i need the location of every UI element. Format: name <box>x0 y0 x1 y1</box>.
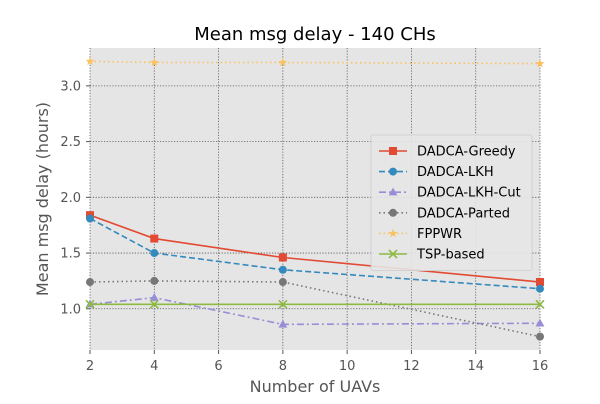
data-point-dadca-greedy <box>536 278 544 287</box>
y-tick-label: 1.5 <box>60 247 81 262</box>
data-point-dadca-lkh-cut <box>535 318 545 327</box>
legend-marker <box>389 167 397 176</box>
data-point-tsp-based <box>535 299 545 309</box>
data-point-dadca-lkh <box>150 249 159 258</box>
legend-label: DADCA-LKH-Cut <box>417 186 521 201</box>
legend-item-dadca-greedy: DADCA-Greedy <box>379 145 516 160</box>
x-tick-label: 14 <box>467 359 484 374</box>
data-point-dadca-parted <box>536 332 544 341</box>
series-dadca-lkh <box>86 214 544 293</box>
data-point-dadca-lkh <box>86 214 94 223</box>
series-tsp-based <box>85 299 545 309</box>
y-tick-label: 1.0 <box>60 302 81 317</box>
data-point-dadca-lkh <box>278 265 287 274</box>
legend-label: DADCA-Parted <box>417 206 510 221</box>
data-point-dadca-lkh-cut <box>149 293 159 301</box>
legend-marker <box>389 208 397 217</box>
chart-title: Mean msg delay - 140 CHs <box>194 24 436 45</box>
series-line-dadca-parted <box>89 280 541 338</box>
y-axis-label: Mean msg delay (hours) <box>33 102 52 296</box>
data-point-fppwr <box>149 57 159 67</box>
x-axis-label: Number of UAVs <box>250 377 381 396</box>
legend-item-dadca-lkh-cut: DADCA-LKH-Cut <box>379 186 521 201</box>
legend-label: TSP-based <box>416 248 485 263</box>
series-line-dadca-lkh <box>89 217 541 290</box>
legend-label: FPPWR <box>417 227 462 242</box>
data-point-dadca-lkh-cut <box>278 319 288 328</box>
x-tick-label: 8 <box>279 359 287 374</box>
series-dadca-parted <box>86 276 544 341</box>
grid-lines <box>86 48 541 354</box>
data-point-fppwr <box>278 57 288 67</box>
y-tick-label: 2.5 <box>60 135 81 150</box>
x-tick-label: 4 <box>150 359 158 374</box>
data-point-tsp-based <box>278 299 288 309</box>
legend-marker <box>388 228 398 238</box>
data-point-dadca-greedy <box>278 253 287 262</box>
x-tick-label: 6 <box>214 359 222 374</box>
y-tick-label: 2.0 <box>60 191 81 206</box>
legend-marker <box>388 187 398 196</box>
legend-label: DADCA-LKH <box>417 165 494 180</box>
legend-label: DADCA-Greedy <box>417 145 516 160</box>
data-point-dadca-greedy <box>150 234 159 243</box>
data-point-dadca-parted <box>278 278 287 287</box>
tick-labels: 2 4 6 8 10 12 14 16 1.0 1.5 2.0 2.5 3.0 <box>60 79 548 374</box>
legend-item-tsp-based: TSP-based <box>379 248 485 263</box>
legend-marker <box>388 249 398 259</box>
x-tick-label: 16 <box>532 359 549 374</box>
data-point-dadca-lkh <box>536 284 544 293</box>
y-tick-label: 3.0 <box>60 79 81 94</box>
legend-item-dadca-lkh: DADCA-LKH <box>379 165 494 180</box>
x-tick-label: 10 <box>339 359 356 374</box>
legend-box <box>370 134 533 272</box>
series-line-fppwr <box>89 60 541 65</box>
legend: DADCA-Greedy DADCA-LKH DADCA-LKH-Cut DADCA-… <box>370 134 533 272</box>
data-point-fppwr <box>535 59 545 68</box>
x-tick-label: 2 <box>86 359 94 374</box>
data-point-dadca-parted <box>86 278 94 287</box>
data-point-tsp-based <box>85 299 95 309</box>
series-fppwr <box>85 56 545 68</box>
x-tick-label: 12 <box>403 359 420 374</box>
data-point-fppwr <box>85 56 95 66</box>
data-point-tsp-based <box>149 299 159 309</box>
legend-item-fppwr: FPPWR <box>379 227 462 242</box>
legend-item-dadca-parted: DADCA-Parted <box>379 206 510 221</box>
data-point-dadca-parted <box>150 276 159 285</box>
series-line-dadca-lkh-cut <box>89 296 541 326</box>
legend-marker <box>389 147 397 155</box>
